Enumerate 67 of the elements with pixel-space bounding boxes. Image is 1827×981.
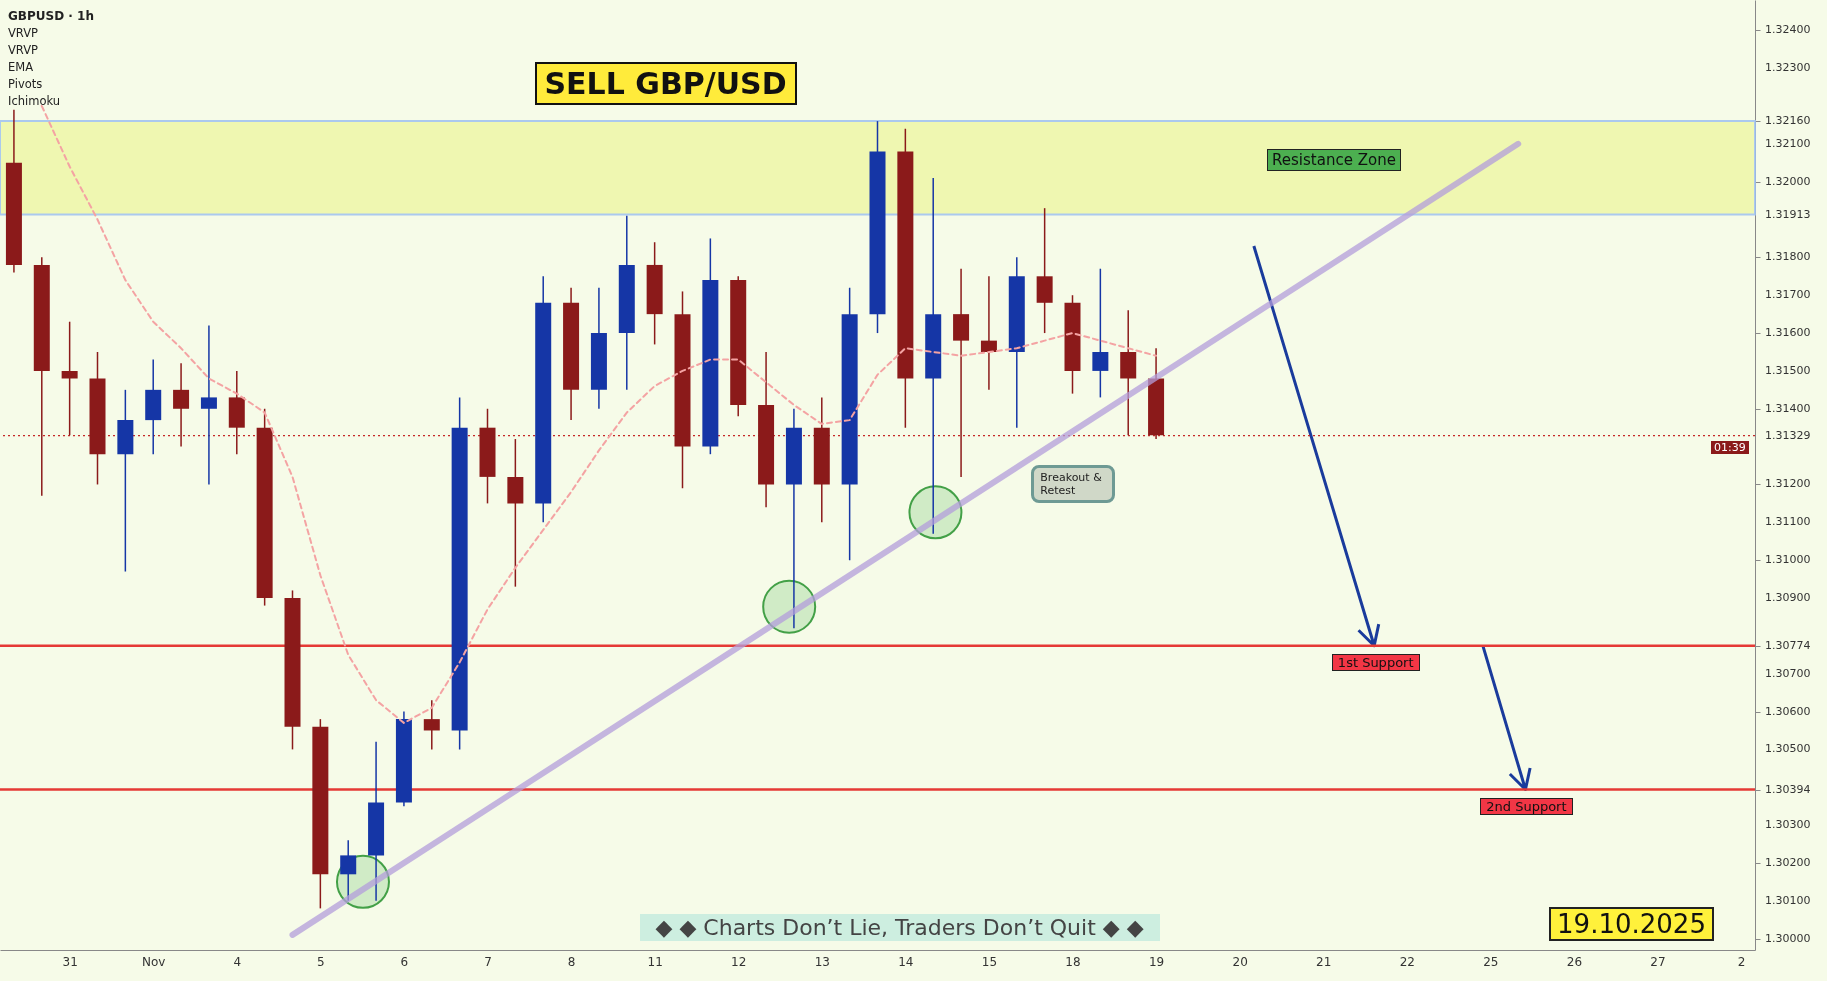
x-tick-label: 19	[1148, 954, 1165, 969]
y-tick-label: 1.31500	[1765, 363, 1811, 377]
y-tick-label: 1.31000	[1765, 553, 1811, 567]
x-tick-label: 6	[400, 954, 409, 969]
x-tick-label: 18	[1065, 954, 1081, 969]
y-tick-label: 1.32000	[1765, 174, 1811, 188]
annotation: GBPUSD · 1h	[8, 9, 94, 23]
candlestick	[61, 320, 78, 437]
x-tick-label: 26	[1566, 954, 1583, 969]
y-tick-label: 1.30200	[1765, 855, 1811, 869]
y-tick-label: 1.30700	[1765, 666, 1811, 680]
y-tick-label: 1.32400	[1765, 23, 1811, 37]
annotation: Pivots	[8, 77, 43, 91]
annotation: VRVP	[8, 43, 39, 57]
ref-line-label: 1st Support	[1331, 654, 1420, 672]
y-tick-label: 1.30500	[1765, 742, 1811, 756]
x-tick-label: 11	[647, 954, 663, 969]
band-label: Resistance Zone	[1267, 149, 1401, 172]
x-tick-label: 31	[62, 954, 78, 969]
annotation: 19.10.2025	[1549, 906, 1714, 941]
annotation: Ichimoku	[8, 94, 61, 108]
candlestick	[173, 362, 190, 448]
x-tick-label: 2	[1737, 954, 1746, 969]
y-tick-label: 1.30774	[1765, 638, 1811, 652]
annotation: 01:39	[1711, 441, 1749, 455]
x-tick-label: 13	[814, 954, 830, 969]
y-tick-label: 1.31200	[1765, 477, 1811, 491]
y-tick-label: 1.31400	[1765, 401, 1811, 415]
y-tick-label: 1.31329	[1765, 428, 1811, 442]
x-tick-label: 22	[1399, 954, 1415, 969]
x-tick-label: 7	[484, 954, 492, 969]
candlestick	[980, 275, 997, 391]
y-tick-label: 1.31600	[1765, 326, 1811, 340]
y-tick-label: 1.31913	[1765, 207, 1811, 221]
x-tick-label: 8	[567, 954, 576, 969]
annotation: Breakout & Retest	[1031, 465, 1116, 504]
y-tick-label: 1.30300	[1765, 818, 1811, 832]
candlestick	[423, 699, 440, 751]
y-tick-label: 1.32100	[1765, 136, 1811, 150]
y-tick-label: 1.31700	[1765, 288, 1811, 302]
y-tick-label: 1.31800	[1765, 250, 1811, 264]
line-series	[40, 104, 1158, 724]
candlestick	[1092, 267, 1109, 399]
text: SELL GBP/USD	[534, 61, 797, 105]
y-tick-label: 1.31100	[1765, 515, 1811, 529]
x-tick-label: 27	[1650, 954, 1666, 969]
x-tick-label: 12	[731, 954, 747, 969]
annotation: ◆ ◆ Charts Don’t Lie, Traders Don’t Quit ◆ ◆	[639, 913, 1160, 941]
x-tick-label: 4	[233, 954, 242, 969]
x-tick-label: 20	[1232, 954, 1248, 969]
ref-line-label: 2nd Support	[1480, 798, 1573, 816]
annotation: VRVP	[8, 26, 39, 40]
y-tick-label: 1.30394	[1765, 782, 1811, 796]
y-tick-label: 1.30600	[1765, 704, 1811, 718]
x-tick-label: Nov	[142, 954, 166, 969]
y-tick-label: 1.30000	[1765, 931, 1811, 945]
candlestick	[200, 324, 217, 486]
y-tick-label: 1.30100	[1765, 893, 1811, 907]
x-tick-label: 15	[981, 954, 998, 969]
x-tick-label: 14	[898, 954, 914, 969]
y-tick-label: 1.30900	[1765, 591, 1811, 605]
y-tick-label: 1.32160	[1765, 114, 1811, 128]
x-tick-label: 5	[317, 954, 325, 969]
y-tick-label: 1.32300	[1765, 61, 1811, 75]
x-tick-label: 21	[1316, 954, 1332, 969]
x-tick-label: 25	[1483, 954, 1499, 969]
annotation: EMA	[8, 60, 34, 74]
